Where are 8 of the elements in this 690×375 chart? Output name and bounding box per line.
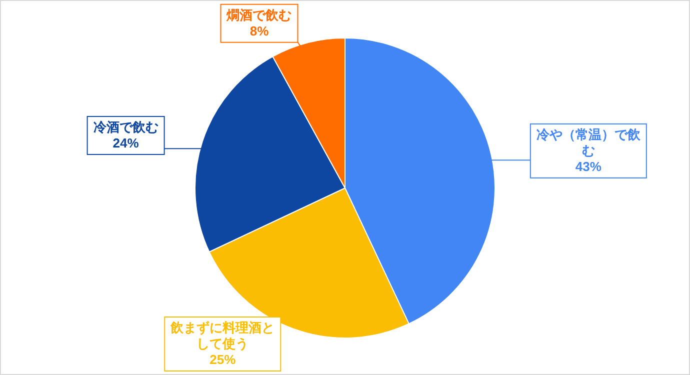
data-label: 25%: [210, 352, 236, 367]
data-label: 24%: [112, 135, 140, 150]
data-label: 8%: [250, 23, 270, 38]
data-label: 43%: [575, 158, 602, 174]
slice-label: 冷酒で飲む: [93, 119, 158, 134]
slice-label: 冷や（常温）で飲む: [536, 126, 642, 158]
slice-label: 飲まずに料理酒として使う: [170, 320, 275, 351]
slice-label: 燗酒で飲む: [226, 7, 292, 22]
